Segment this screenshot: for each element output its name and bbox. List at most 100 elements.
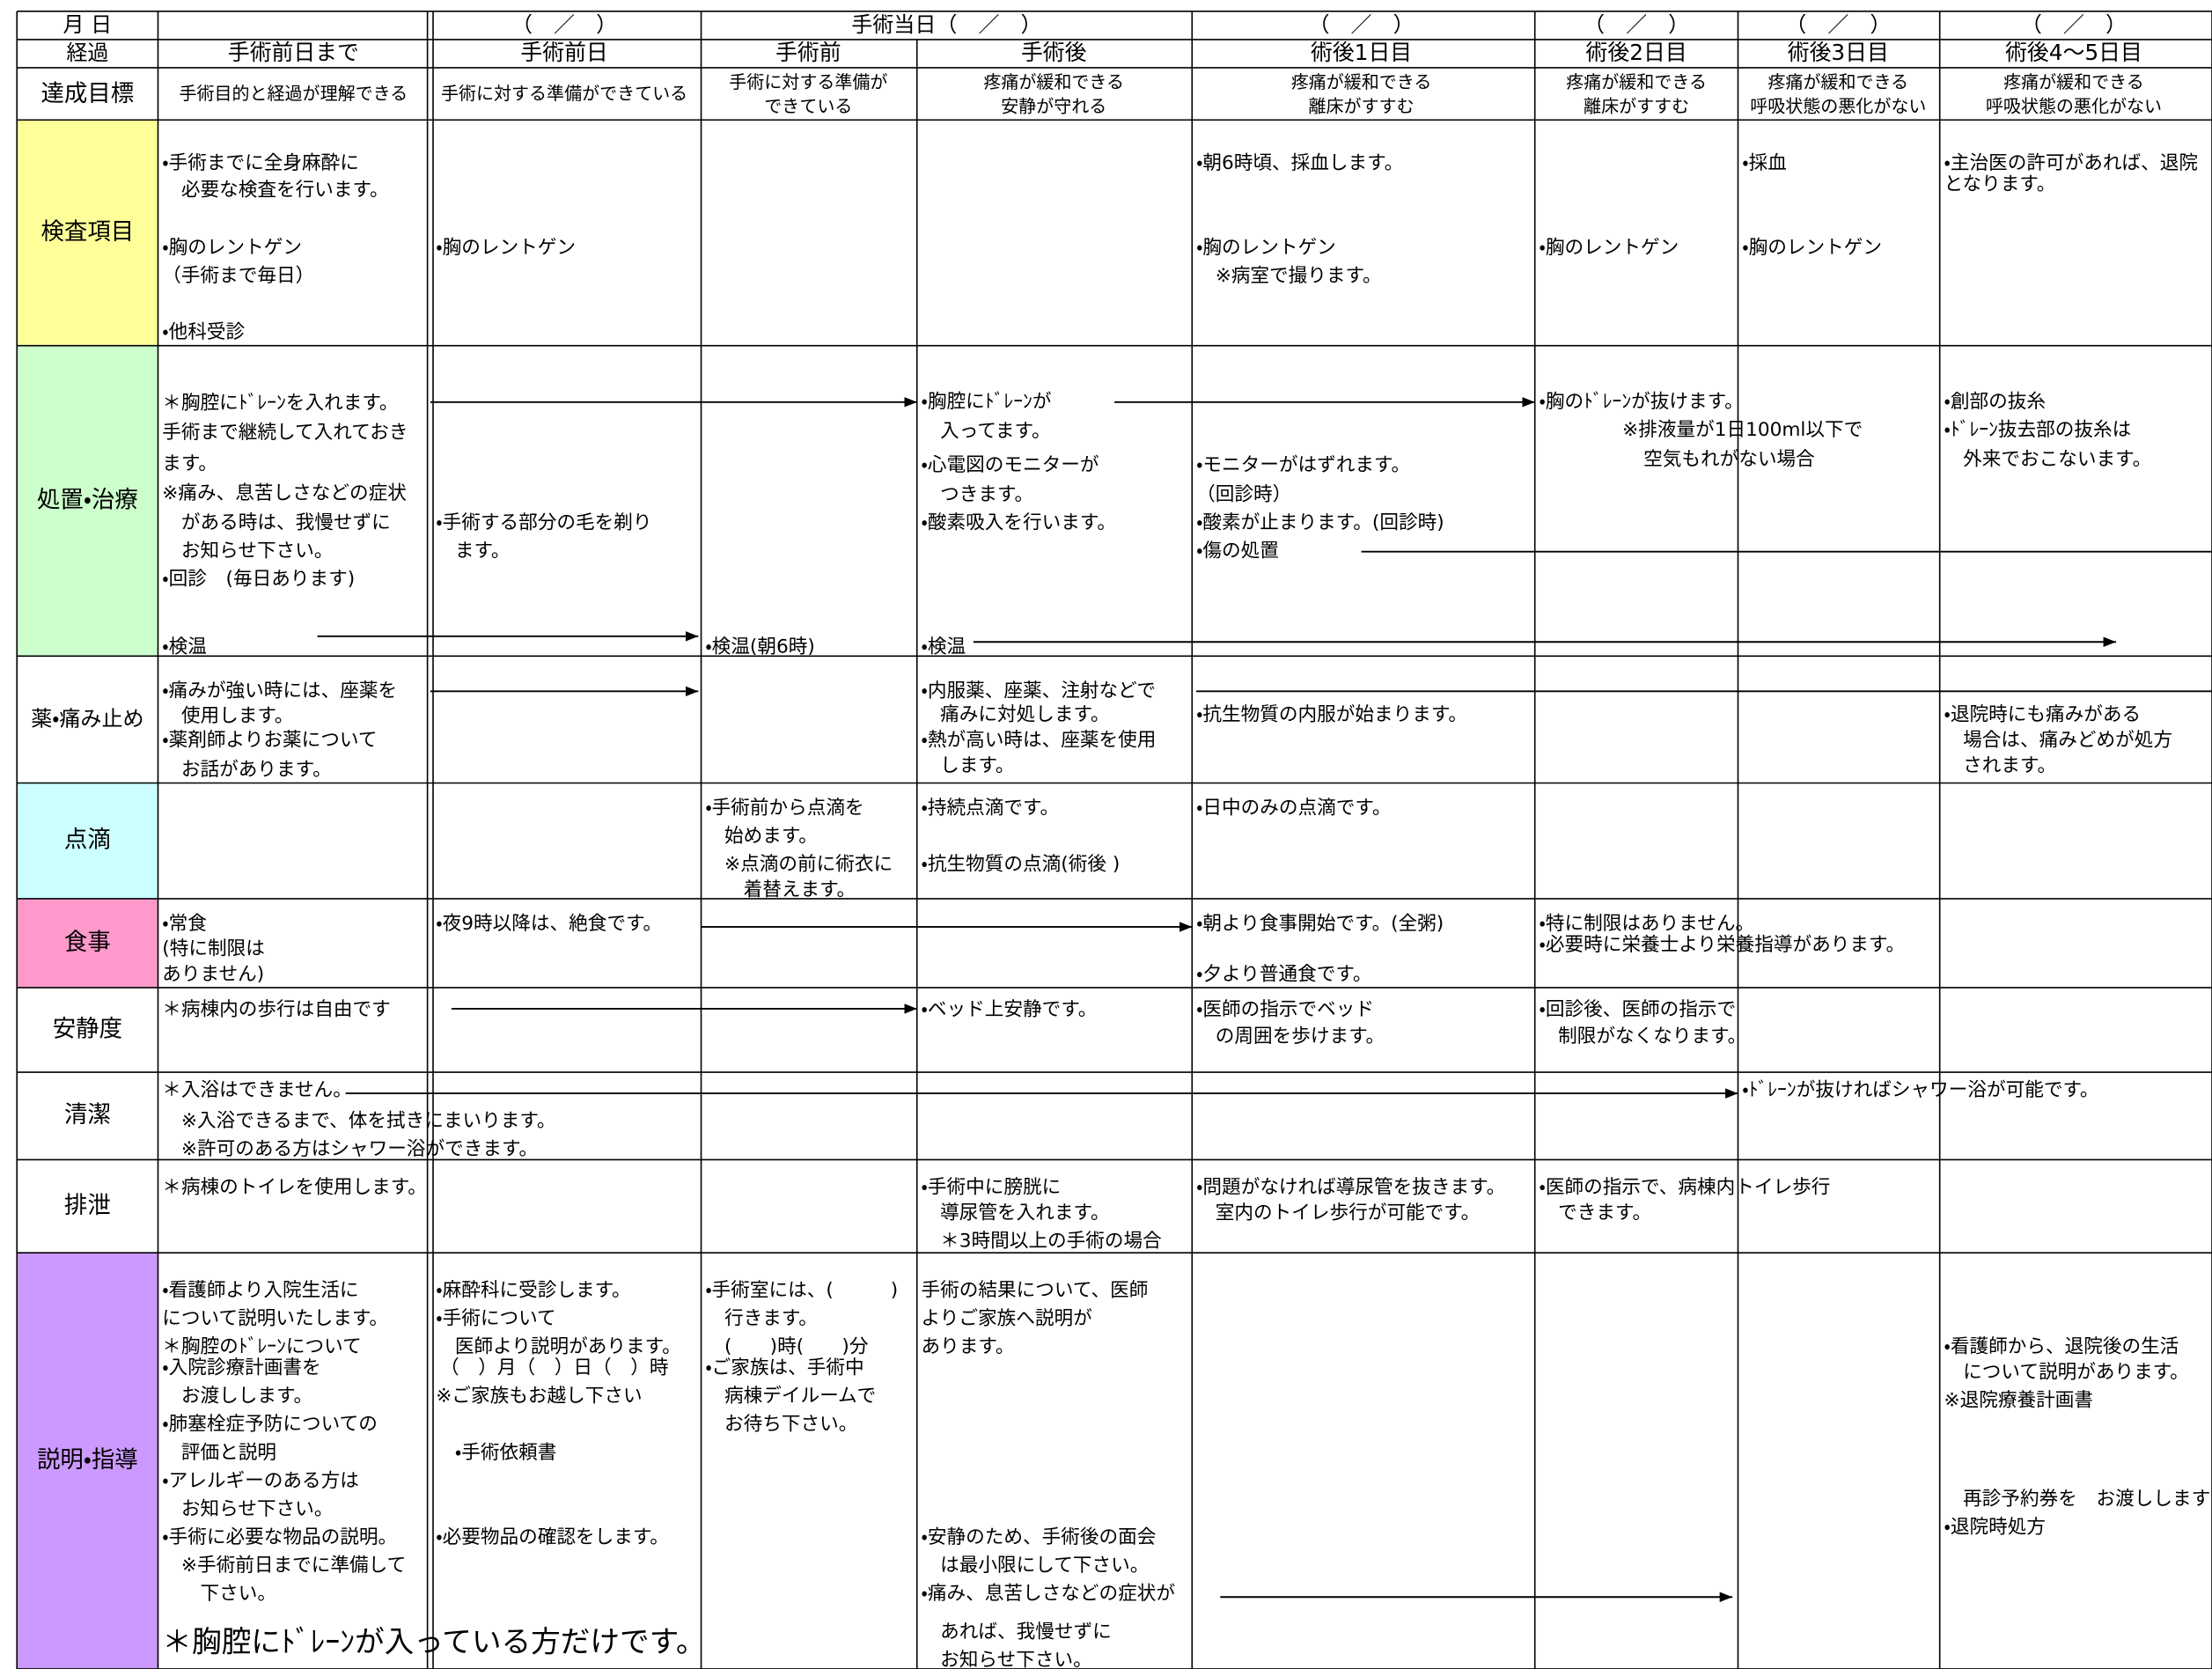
cell-text: は最小限にして下さい。 xyxy=(922,1555,1150,1577)
label-cell xyxy=(17,783,158,899)
cell-text: ・心電図のモニターが xyxy=(922,454,1099,476)
stage-cell: 手術前 xyxy=(775,40,841,65)
cell-text: ・胸のレントゲン xyxy=(1540,237,1679,259)
cell-text: （ ）月（ ）日（ ）時 xyxy=(440,1357,669,1379)
cell-text: ＊3時間以上の手術の場合 xyxy=(922,1230,1163,1252)
arrows xyxy=(317,397,2212,1603)
row-label: 排泄 xyxy=(64,1192,111,1219)
cell-text: つきます。 xyxy=(922,484,1034,506)
cell-text: （回診時） xyxy=(1196,484,1291,506)
cell-text: ・手術までに全身麻酔に xyxy=(162,152,359,174)
cell-text: できます。 xyxy=(1540,1202,1652,1224)
header-label: 経過 xyxy=(66,40,108,65)
label-cell xyxy=(17,1253,158,1669)
cell-text: ※手術前日までに準備して xyxy=(162,1555,406,1577)
cell-text: ・痛み、息苦しさなどの症状が xyxy=(922,1583,1176,1605)
cell-text: ＊入浴はできません。 xyxy=(162,1079,352,1101)
cell-text: できている xyxy=(764,95,852,116)
cell-text: 室内のトイレ歩行が可能です。 xyxy=(1196,1202,1480,1224)
cell-text: ・麻酔科に受診します。 xyxy=(436,1279,630,1301)
cell-text: ・他科受診 xyxy=(162,321,245,343)
cell-text: ・抗生物質の点滴(術後 ) xyxy=(922,853,1121,875)
cell-text: ・夜9時以降は、絶食です。 xyxy=(436,913,662,935)
cell-text: 着替えます。 xyxy=(705,879,856,901)
cell-text: ・手術室には、( ) xyxy=(705,1279,898,1301)
stage-cell: 術後1日目 xyxy=(1311,40,1412,65)
cell-text: ※病室で撮ります。 xyxy=(1196,265,1382,287)
cell-text: 手術目的と経過が理解できる xyxy=(179,83,408,104)
cell-text: ・胸腔にﾄﾞﾚｰﾝが xyxy=(922,391,1052,413)
cell-text: お知らせ下さい。 xyxy=(162,540,333,562)
row-label: 処置・治療 xyxy=(37,486,138,513)
label-cell xyxy=(17,67,158,121)
cell-text: ・退院時にも痛みがある xyxy=(1944,704,2141,726)
row-label: 食事 xyxy=(64,929,111,956)
cell-text: ・手術について xyxy=(436,1308,555,1330)
cell-text: 下さい。 xyxy=(162,1583,276,1605)
texts: 月 日経過 （ ／ ） 手術当日（ ／ ） （ ／ ） （ ／ ） （ ／ ） （ ／ ） 手… xyxy=(31,12,2210,1669)
cell-text: 評価と説明 xyxy=(162,1442,276,1464)
cell-text: ・手術する部分の毛を剃り xyxy=(436,512,651,534)
cell-text: ＊病棟のトイレを使用します。 xyxy=(162,1176,427,1198)
cell-text: 導尿管を入れます。 xyxy=(922,1202,1110,1224)
cell-text: 手術の結果について、医師 xyxy=(922,1279,1149,1301)
cell-text: ※排液量が1日100ml以下で xyxy=(1622,419,1863,441)
label-cell xyxy=(17,345,158,657)
cell-text: 病棟デイルームで xyxy=(705,1386,876,1408)
cell-text: ・特に制限はありません。 xyxy=(1540,913,1755,935)
label-backgrounds xyxy=(17,67,158,1669)
cell-text: 場合は、痛みどめが処方 xyxy=(1944,729,2172,751)
row-label: 清潔 xyxy=(64,1101,111,1129)
row-label: 検査項目 xyxy=(40,218,134,246)
cell-text: ※点滴の前に術衣に xyxy=(705,853,893,875)
cell-text: お話があります。 xyxy=(162,759,331,781)
cell-text: について説明があります。 xyxy=(1944,1361,2188,1383)
cell-text: ( )時( )分 xyxy=(705,1336,868,1358)
cell-text: となります。 xyxy=(1944,173,2055,195)
cell-text: ・胸のレントゲン xyxy=(1196,237,1336,259)
cell-text: 呼吸状態の悪化がない xyxy=(1750,95,1926,116)
cell-text: ・手術に必要な物品の説明。 xyxy=(162,1526,397,1548)
stage-cell: 手術後 xyxy=(1021,40,1087,65)
cell-text: について説明いたします。 xyxy=(162,1308,388,1330)
cell-text: ・退院時処方 xyxy=(1944,1517,2045,1539)
cell-text: ・検温 xyxy=(922,636,966,658)
label-cell xyxy=(17,656,158,783)
cell-text: ・ﾄﾞﾚｰﾝ抜去部の抜糸は xyxy=(1944,419,2131,441)
cell-text: ・必要物品の確認をします。 xyxy=(436,1526,669,1548)
cell-text: ・薬剤師よりお薬について xyxy=(162,729,377,751)
cell-text: 疼痛が緩和できる xyxy=(983,71,1124,92)
cell-text: ・胸のﾄﾞﾚｰﾝが抜けます。 xyxy=(1540,391,1744,413)
cell-text: の周囲を歩けます。 xyxy=(1196,1026,1385,1048)
cell-text: ・持続点滴です。 xyxy=(922,797,1060,819)
cell-text: ・回診 (毎日あります) xyxy=(162,569,355,591)
cell-text: 外来でおこないます。 xyxy=(1944,448,2151,470)
date-cell: （ ／ ） xyxy=(1785,12,1891,37)
date-cell: （ ／ ） xyxy=(2021,12,2127,37)
cell-text: ・朝6時頃、採血します。 xyxy=(1196,152,1403,174)
cell-text: ※痛み、息苦しさなどの症状 xyxy=(162,482,407,504)
cell-text: お知らせ下さい。 xyxy=(922,1649,1092,1669)
cell-text: 行きます。 xyxy=(705,1308,818,1330)
cell-text: ※退院療養計画書 xyxy=(1944,1389,2093,1411)
stage-cell: 手術前日まで xyxy=(228,40,359,65)
cell-text: ありません) xyxy=(162,963,264,985)
cell-text: ・アレルギーのある方は xyxy=(162,1470,359,1492)
date-cell: （ ／ ） xyxy=(1309,12,1415,37)
cell-text: 医師より説明があります。 xyxy=(436,1336,681,1358)
cell-text: ・入院診療計画書を xyxy=(162,1357,320,1379)
label-cell xyxy=(17,120,158,346)
cell-text: ・手術前から点滴を xyxy=(705,797,863,819)
row-label: 達成目標 xyxy=(40,80,134,107)
cell-text: ・内服薬、座薬、注射などで xyxy=(922,680,1156,702)
row-label: 安静度 xyxy=(53,1015,122,1042)
date-cell: （ ／ ） xyxy=(1584,12,1689,37)
cell-text: 疼痛が緩和できる xyxy=(1291,71,1432,92)
cell-text: ・採血 xyxy=(1742,152,1787,174)
cell-text: ※許可のある方はシャワー浴ができます。 xyxy=(162,1138,538,1160)
cell-text: ・問題がなければ導尿管を抜きます。 xyxy=(1196,1176,1505,1198)
cell-text: 制限がなくなります。 xyxy=(1540,1026,1747,1048)
cell-text: お待ち下さい。 xyxy=(705,1414,857,1436)
